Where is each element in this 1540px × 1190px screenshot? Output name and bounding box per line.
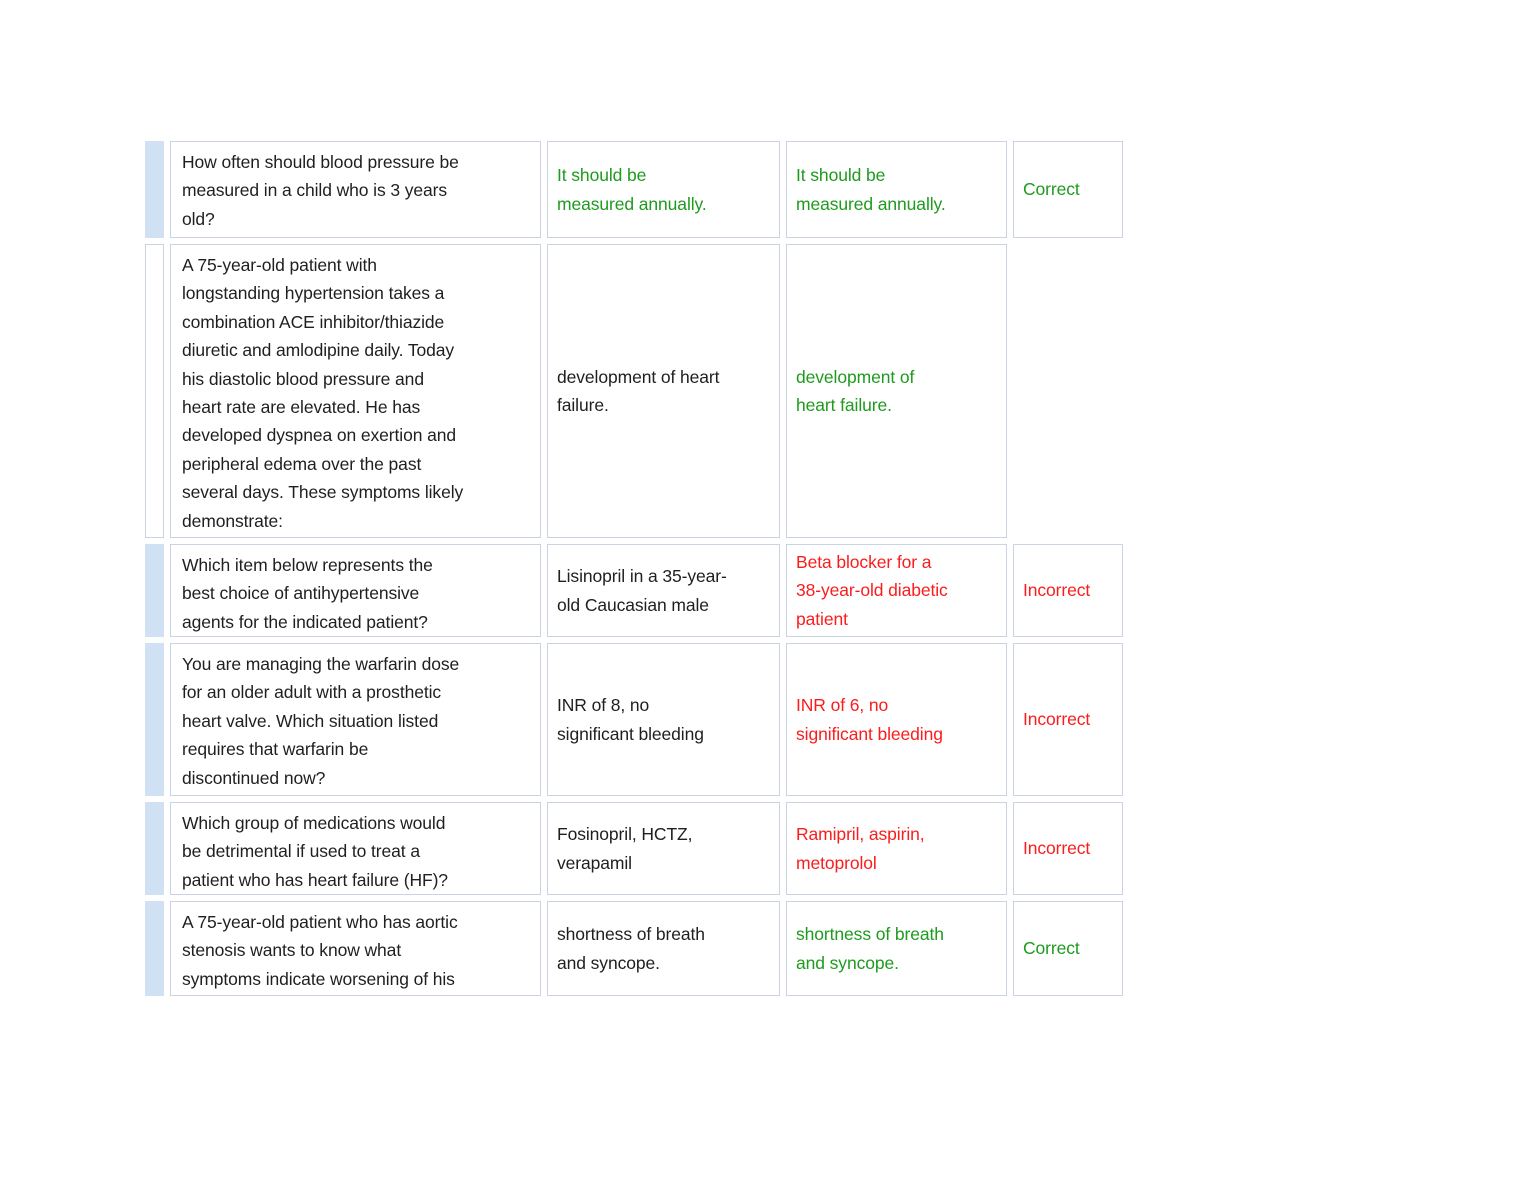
given-answer-text: shortness of breath and syncope.: [557, 924, 705, 973]
table-row: You are managing the warfarin dose for a…: [145, 643, 1123, 796]
result-text: Incorrect: [1023, 580, 1091, 601]
result-cell: Correct: [1013, 141, 1123, 238]
given-answer-cell: shortness of breath and syncope.: [547, 901, 780, 996]
row-marker: [145, 802, 164, 895]
question-cell: A 75-year-old patient who has aortic ste…: [170, 901, 541, 996]
question-text: A 75-year-old patient who has aortic ste…: [182, 912, 458, 989]
given-answer-cell: Fosinopril, HCTZ, verapamil: [547, 802, 780, 895]
table-row: A 75-year-old patient who has aortic ste…: [145, 901, 1123, 996]
question-text: You are managing the warfarin dose for a…: [182, 654, 460, 788]
result-text: Incorrect: [1023, 709, 1091, 730]
correct-answer-cell: shortness of breath and syncope.: [786, 901, 1007, 996]
question-cell: How often should blood pressure be measu…: [170, 141, 541, 238]
correct-answer-cell: It should be measured annually.: [786, 141, 1007, 238]
given-answer-text: INR of 8, no significant bleeding: [557, 695, 704, 744]
table-row: A 75-year-old patient with longstanding …: [145, 244, 1123, 538]
question-cell: You are managing the warfarin dose for a…: [170, 643, 541, 796]
row-marker: [145, 901, 164, 996]
given-answer-cell: development of heart failure.: [547, 244, 780, 538]
given-answer-cell: Lisinopril in a 35-year- old Caucasian m…: [547, 544, 780, 637]
given-answer-text: It should be measured annually.: [557, 165, 707, 214]
given-answer-text: development of heart failure.: [557, 366, 720, 415]
question-cell: Which item below represents the best cho…: [170, 544, 541, 637]
correct-answer-text: Beta blocker for a 38-year-old diabetic …: [796, 551, 948, 629]
result-cell: Incorrect: [1013, 643, 1123, 796]
question-text: Which group of medications would be detr…: [182, 813, 448, 890]
result-text: Correct: [1023, 179, 1080, 200]
correct-answer-cell: Ramipril, aspirin, metoprolol: [786, 802, 1007, 895]
correct-answer-text: It should be measured annually.: [796, 165, 946, 214]
given-answer-text: Lisinopril in a 35-year- old Caucasian m…: [557, 566, 727, 615]
result-cell: Incorrect: [1013, 802, 1123, 895]
correct-answer-text: development of heart failure.: [796, 366, 915, 415]
quiz-results-table: How often should blood pressure be measu…: [145, 141, 1123, 996]
correct-answer-text: Ramipril, aspirin, metoprolol: [796, 824, 925, 873]
result-cell: Correct: [1013, 901, 1123, 996]
table-row: Which item below represents the best cho…: [145, 544, 1123, 637]
correct-answer-cell: Beta blocker for a 38-year-old diabetic …: [786, 544, 1007, 637]
given-answer-cell: INR of 8, no significant bleeding: [547, 643, 780, 796]
question-text: A 75-year-old patient with longstanding …: [182, 255, 464, 531]
row-marker: [145, 244, 164, 538]
correct-answer-cell: development of heart failure.: [786, 244, 1007, 538]
question-text: Which item below represents the best cho…: [182, 555, 433, 632]
question-text: How often should blood pressure be measu…: [182, 152, 459, 229]
question-cell: A 75-year-old patient with longstanding …: [170, 244, 541, 538]
table-row: Which group of medications would be detr…: [145, 802, 1123, 895]
row-marker: [145, 643, 164, 796]
correct-answer-cell: INR of 6, no significant bleeding: [786, 643, 1007, 796]
correct-answer-text: INR of 6, no significant bleeding: [796, 695, 943, 744]
row-marker: [145, 141, 164, 238]
correct-answer-text: shortness of breath and syncope.: [796, 924, 944, 973]
table-row: How often should blood pressure be measu…: [145, 141, 1123, 238]
result-text: Correct: [1023, 938, 1080, 959]
result-text: Incorrect: [1023, 838, 1091, 859]
question-cell: Which group of medications would be detr…: [170, 802, 541, 895]
given-answer-text: Fosinopril, HCTZ, verapamil: [557, 824, 693, 873]
row-marker: [145, 544, 164, 637]
result-cell: Incorrect: [1013, 544, 1123, 637]
given-answer-cell: It should be measured annually.: [547, 141, 780, 238]
